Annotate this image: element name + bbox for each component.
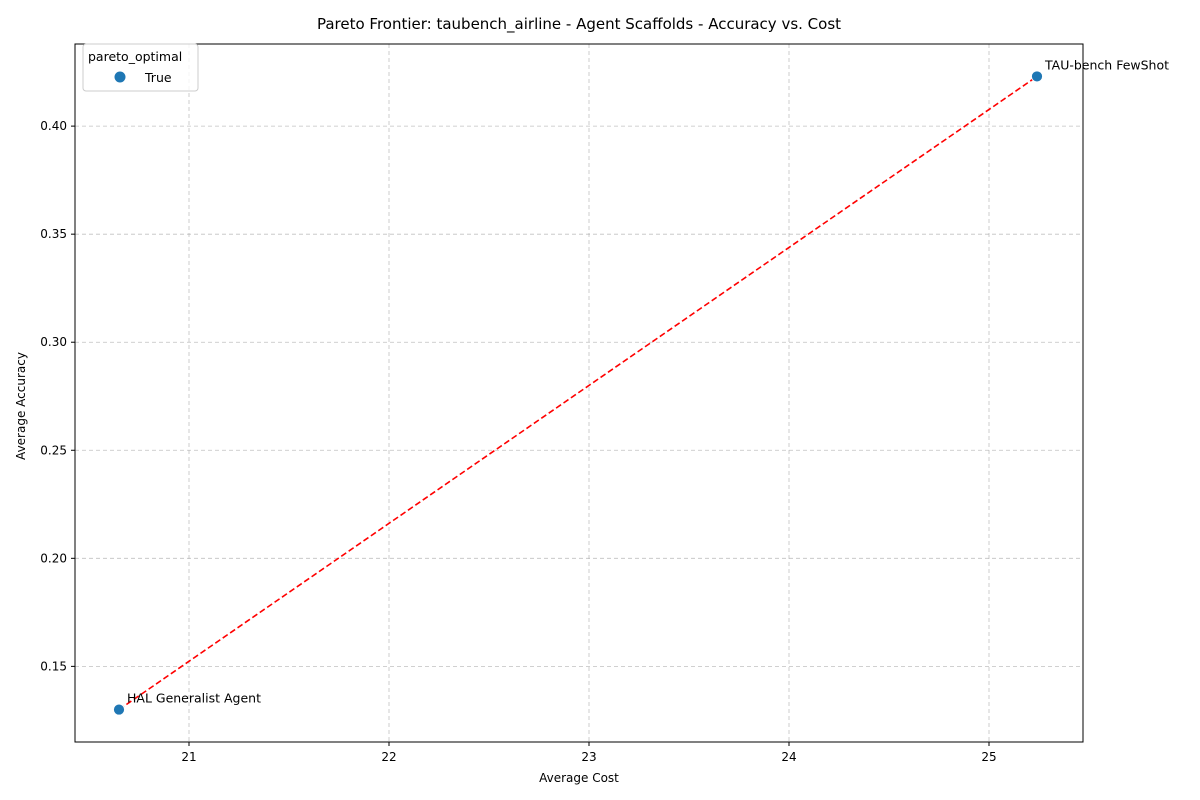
- legend: pareto_optimal True: [82, 43, 199, 92]
- y-tick-label: 0.20: [40, 551, 67, 565]
- data-points: [113, 70, 1043, 716]
- point-annotations: HAL Generalist Agent TAU-bench FewShot: [127, 57, 1169, 705]
- x-tick-label: 21: [181, 750, 196, 764]
- pareto-frontier-line: [118, 75, 1038, 711]
- y-axis-label: Average Accuracy: [14, 352, 28, 460]
- x-tick-label: 23: [581, 750, 596, 764]
- x-tick-label: 24: [781, 750, 796, 764]
- data-point: [1031, 70, 1043, 83]
- point-annotation: TAU-bench FewShot: [1044, 57, 1169, 72]
- y-tick-label: 0.30: [40, 335, 67, 349]
- pareto-frontier-line-group: [118, 75, 1038, 711]
- y-tick-label: 0.25: [40, 443, 67, 457]
- x-tick-label: 25: [981, 750, 996, 764]
- x-axis-ticks: 21 22 23 24 25: [181, 742, 997, 764]
- x-tick-label: 22: [381, 750, 396, 764]
- y-tick-label: 0.15: [40, 659, 67, 673]
- legend-marker: [114, 71, 126, 83]
- grid-lines: [75, 44, 1083, 742]
- x-axis-label: Average Cost: [539, 771, 619, 785]
- y-axis-ticks: 0.15 0.20 0.25 0.30 0.35 0.40: [40, 119, 75, 673]
- legend-entry-true: True: [144, 70, 172, 85]
- legend-title: pareto_optimal: [88, 49, 182, 64]
- point-annotation: HAL Generalist Agent: [127, 691, 261, 706]
- y-tick-label: 0.40: [40, 119, 67, 133]
- y-tick-label: 0.35: [40, 227, 67, 241]
- data-point: [113, 703, 125, 716]
- legend-box: [82, 43, 199, 92]
- chart-title: Pareto Frontier: taubench_airline - Agen…: [317, 15, 841, 34]
- plot-frame: [74, 43, 1084, 743]
